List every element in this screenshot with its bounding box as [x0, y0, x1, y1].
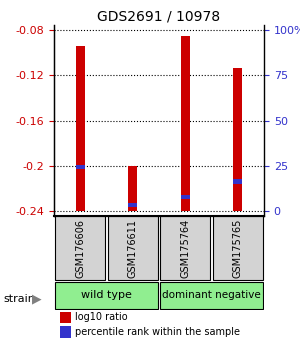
Bar — [212, 216, 263, 280]
Text: GSM176606: GSM176606 — [75, 219, 85, 278]
Bar — [233, 68, 242, 211]
Bar — [55, 216, 106, 280]
Bar — [128, 203, 137, 207]
Text: wild type: wild type — [81, 290, 132, 300]
Bar — [160, 216, 210, 280]
Bar — [60, 312, 71, 324]
Title: GDS2691 / 10978: GDS2691 / 10978 — [98, 10, 220, 24]
Bar — [160, 282, 263, 309]
Text: percentile rank within the sample: percentile rank within the sample — [75, 327, 240, 337]
Text: ▶: ▶ — [32, 293, 41, 306]
Text: GSM175764: GSM175764 — [180, 219, 190, 278]
Bar — [181, 36, 190, 211]
Bar — [128, 166, 137, 211]
Bar — [60, 326, 71, 338]
Text: GSM175765: GSM175765 — [233, 219, 243, 278]
Bar — [55, 282, 158, 309]
Text: GSM176611: GSM176611 — [128, 219, 138, 278]
Text: dominant negative: dominant negative — [162, 290, 261, 300]
Text: log10 ratio: log10 ratio — [75, 313, 128, 322]
Bar — [76, 165, 85, 169]
Bar — [108, 216, 158, 280]
Bar — [181, 195, 190, 199]
Text: strain: strain — [3, 294, 35, 304]
Bar — [233, 179, 242, 184]
Bar — [76, 46, 85, 211]
